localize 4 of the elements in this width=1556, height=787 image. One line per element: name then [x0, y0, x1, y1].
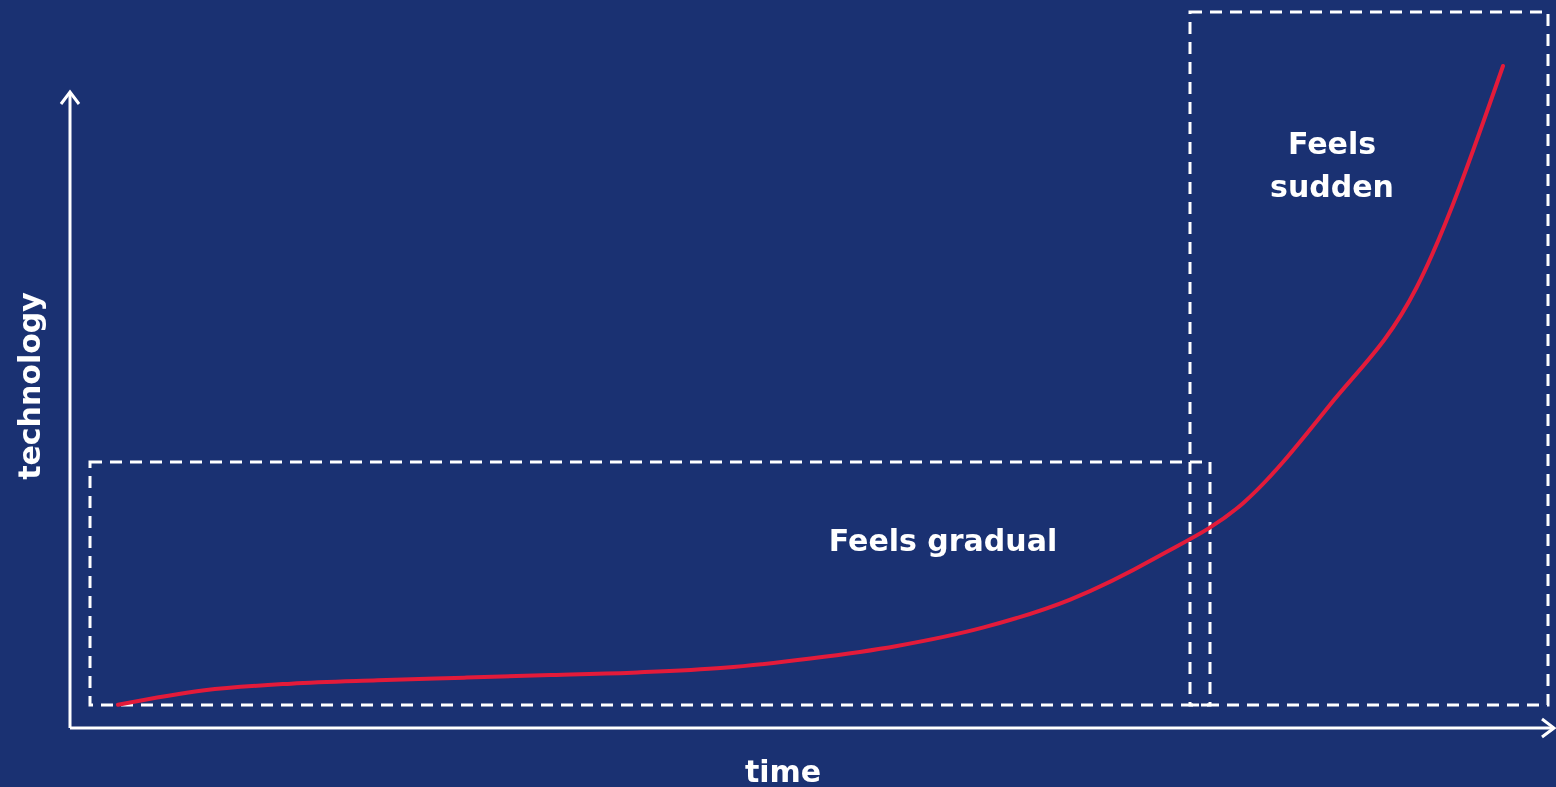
annotation: Feels sudden — [1270, 126, 1394, 204]
y-axis-title: technology — [12, 291, 47, 480]
x-axis-title: time — [744, 754, 822, 787]
annotation: Feels gradual — [828, 523, 1058, 558]
